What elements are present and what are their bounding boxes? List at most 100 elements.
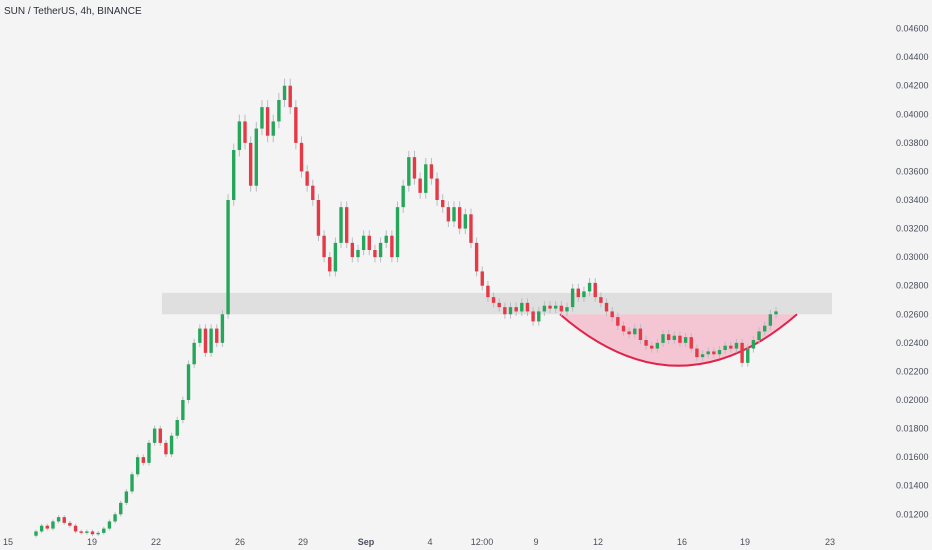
candle-up (209, 328, 213, 353)
y-tick-label: 0.02000 (896, 395, 929, 405)
x-tick-label: 26 (235, 537, 245, 547)
x-tick-label: 23 (825, 537, 835, 547)
y-tick-label: 0.04000 (896, 109, 929, 119)
candle-up (661, 334, 665, 343)
candle-up (384, 235, 388, 243)
y-tick-label: 0.01600 (896, 452, 929, 462)
candle-up (751, 340, 756, 349)
candle-down (689, 337, 693, 349)
candle-up (655, 342, 660, 349)
candle-down (599, 297, 603, 303)
candle-up (102, 528, 106, 533)
candle-up (96, 532, 100, 535)
candle-down (514, 307, 518, 312)
candle-up (424, 164, 428, 193)
candle-down (457, 207, 462, 229)
candle-up (554, 305, 558, 309)
candle-down (491, 297, 496, 303)
candle-up (452, 207, 456, 222)
rounded-bottom-curve (559, 313, 798, 367)
candle-down (604, 302, 609, 312)
candle-up (34, 531, 38, 536)
candle-down (418, 178, 422, 193)
x-tick-label: 9 (533, 537, 538, 547)
y-tick-label: 0.04200 (896, 81, 929, 91)
y-tick-label: 0.01400 (896, 481, 929, 491)
candle-down (474, 242, 479, 272)
candle-up (130, 474, 134, 492)
candle-up (135, 457, 140, 475)
candle-down (469, 214, 473, 243)
candle-down (390, 235, 394, 258)
x-tick-label: 29 (298, 537, 308, 547)
candle-up (192, 342, 196, 365)
candle-up (277, 100, 281, 122)
candle-down (288, 85, 292, 108)
chart-title: SUN / TetherUS, 4h, BINANCE (4, 6, 142, 17)
candle-down (503, 307, 507, 315)
candle-down (305, 171, 309, 186)
candle-up (107, 521, 112, 529)
candle-up (85, 531, 89, 533)
candle-up (537, 311, 541, 322)
candle-up (401, 185, 405, 208)
candle-down (712, 351, 716, 355)
candle-down (90, 531, 95, 535)
x-tick-label: 16 (677, 537, 687, 547)
candle-up (260, 107, 264, 129)
candle-down (215, 328, 219, 343)
candle-down (328, 257, 332, 272)
x-tick-label: 19 (87, 537, 97, 547)
y-tick-label: 0.03400 (896, 195, 929, 205)
candle-up (734, 342, 739, 349)
candle-up (723, 345, 727, 350)
candle-up (565, 307, 569, 312)
candle-down (650, 345, 654, 349)
candle-up (763, 325, 767, 332)
candle-down (740, 342, 744, 363)
x-tick-label: 4 (427, 537, 432, 547)
candle-up (237, 121, 242, 150)
candle-up (51, 521, 55, 529)
candle-down (593, 282, 597, 298)
candle-down (429, 164, 434, 179)
candle-down (441, 200, 445, 208)
candle-up (56, 517, 61, 522)
candle-down (559, 305, 564, 312)
x-tick-label: Sep (358, 537, 375, 547)
candle-up (147, 442, 151, 463)
candle-up (232, 150, 236, 200)
candle-down (666, 334, 671, 340)
candle-down (350, 242, 355, 258)
candle-up (186, 364, 191, 400)
y-tick-label: 0.03200 (896, 224, 929, 234)
candle-up (768, 314, 773, 326)
candle-up (683, 337, 688, 343)
candle-down (621, 325, 626, 332)
x-tick-label: 22 (151, 537, 161, 547)
candle-down (164, 442, 168, 455)
candles-layer (34, 78, 778, 538)
candle-down (435, 178, 439, 200)
candle-up (339, 207, 343, 243)
candle-up (254, 128, 258, 186)
y-tick-label: 0.01800 (896, 424, 929, 434)
y-tick-label: 0.04400 (896, 52, 929, 62)
candle-up (746, 348, 750, 363)
candle-up (407, 157, 411, 186)
resistance-zone (162, 292, 832, 315)
x-tick-label: 12:00 (471, 537, 494, 547)
y-tick-label: 0.02200 (896, 366, 929, 376)
y-tick-label: 0.01200 (896, 509, 929, 519)
candle-up (706, 351, 710, 355)
candle-up (198, 328, 202, 343)
candle-up (333, 242, 338, 272)
candle-down (412, 157, 417, 179)
y-tick-label: 0.03000 (896, 252, 929, 262)
candle-down (729, 345, 733, 349)
candle-down (644, 340, 648, 346)
candle-down (576, 288, 580, 298)
candle-down (638, 328, 643, 340)
candle-down (367, 235, 371, 250)
